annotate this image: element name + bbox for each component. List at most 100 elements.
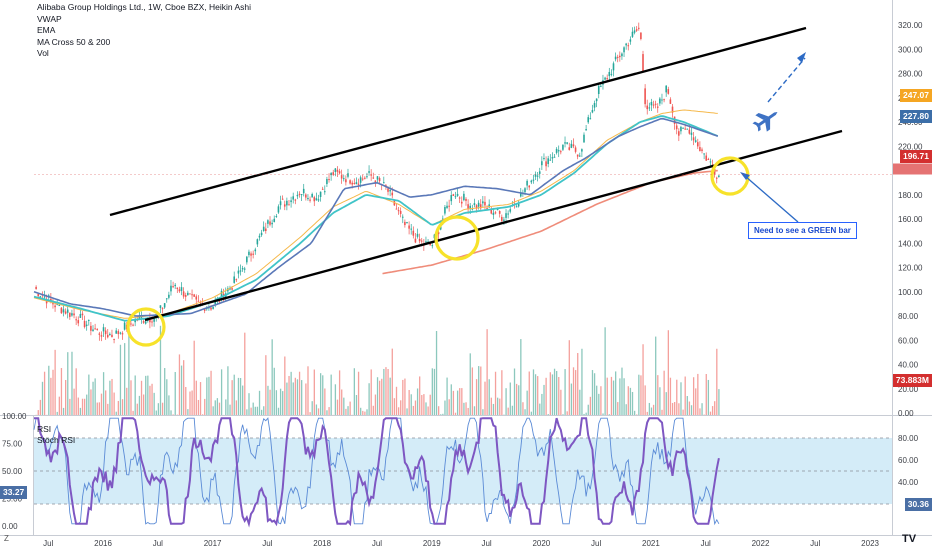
rsi-legend-rsi: RSI xyxy=(37,424,52,434)
candle-body xyxy=(448,205,450,207)
volume-bar xyxy=(214,400,216,415)
volume-bar xyxy=(199,382,202,415)
candle-body xyxy=(621,53,623,57)
candle-body xyxy=(184,295,187,297)
candle-body xyxy=(366,176,368,178)
volume-bar xyxy=(92,381,94,415)
volume-bar xyxy=(469,353,471,415)
candle-body xyxy=(593,103,596,108)
volume-bar xyxy=(532,369,535,415)
candle-body xyxy=(701,149,703,151)
candle-body xyxy=(345,179,347,183)
candle-body xyxy=(231,288,233,290)
volume-bar xyxy=(185,387,187,415)
candle-body xyxy=(172,286,174,288)
candle-body xyxy=(336,169,339,172)
price-tick-label: 180.00 xyxy=(898,191,923,200)
volume-bar xyxy=(446,377,448,415)
volume-bar xyxy=(534,374,537,415)
candle-body xyxy=(570,143,573,148)
candle-body xyxy=(163,303,166,308)
volume-bar xyxy=(170,410,172,415)
candle-body xyxy=(604,77,606,80)
candle-body xyxy=(258,235,261,238)
volume-bar xyxy=(183,360,185,415)
volume-bar xyxy=(187,409,189,415)
rsi-left-tick-label: 50.00 xyxy=(2,467,23,476)
volume-bar xyxy=(591,370,594,415)
rsi-right-tick-label: 60.00 xyxy=(898,456,919,465)
candle-body xyxy=(144,321,147,324)
volume-bar xyxy=(640,375,642,415)
price-tick-label: 40.00 xyxy=(898,361,919,370)
candle-body xyxy=(654,103,657,105)
volume-bar xyxy=(545,377,547,415)
candle-body xyxy=(696,142,699,147)
volume-bar xyxy=(440,414,442,415)
candle-body xyxy=(463,193,465,201)
candle-body xyxy=(180,287,183,291)
volume-bar xyxy=(62,407,65,415)
volume-bar xyxy=(429,394,431,415)
candle-body xyxy=(189,293,191,295)
time-tick-label: 2018 xyxy=(313,539,331,548)
volume-bar xyxy=(210,370,212,415)
candle-body xyxy=(372,177,375,179)
candle-body xyxy=(473,203,476,205)
volume-bar xyxy=(433,368,436,415)
candle-body xyxy=(496,208,499,211)
candle-body xyxy=(404,221,406,226)
candle-body xyxy=(541,161,543,166)
candle-body xyxy=(553,156,556,158)
candle-body xyxy=(96,328,99,330)
volume-bar xyxy=(315,404,318,415)
candle-body xyxy=(279,201,282,206)
candle-body xyxy=(115,330,117,334)
candle-body xyxy=(467,204,469,209)
volume-bar xyxy=(231,380,233,415)
volume-bar xyxy=(406,408,408,415)
volume-bar xyxy=(663,370,665,415)
candle-body xyxy=(121,333,124,335)
last-price-badge: 196.71 xyxy=(900,150,932,163)
annotation-need-green-bar[interactable]: Need to see a GREEN bar xyxy=(748,222,857,239)
volume-bar xyxy=(412,405,415,415)
candle-body xyxy=(640,32,642,40)
volume-bar xyxy=(520,339,522,415)
volume-bar xyxy=(86,394,88,415)
zoom-z-button[interactable]: Z xyxy=(4,534,9,543)
candle-body xyxy=(414,238,417,243)
candle-body xyxy=(718,175,720,177)
candle-body xyxy=(250,253,252,256)
volume-bar xyxy=(642,344,644,415)
channel-lower-line xyxy=(144,129,843,322)
vwap-price-badge: 227.80 xyxy=(900,110,932,123)
candle-body xyxy=(81,313,84,316)
channel-upper-line xyxy=(109,26,807,217)
candle-body xyxy=(519,192,522,197)
candle-body xyxy=(378,178,381,182)
candle-body xyxy=(265,228,267,231)
volume-bar xyxy=(509,382,511,415)
volume-bar xyxy=(364,411,366,415)
candle-body xyxy=(555,148,558,153)
volume-bar xyxy=(88,374,90,415)
candle-body xyxy=(79,314,82,318)
candle-body xyxy=(429,243,431,246)
time-tick-label: 2019 xyxy=(423,539,441,548)
candle-body xyxy=(566,142,568,144)
candle-body xyxy=(260,232,263,236)
volume-bar xyxy=(621,367,623,415)
volume-bar xyxy=(328,407,330,415)
candle-body xyxy=(210,307,212,310)
volume-bar xyxy=(319,373,322,415)
volume-bar xyxy=(208,376,210,415)
volume-bar xyxy=(558,377,560,415)
candle-body xyxy=(233,276,235,283)
volume-bar xyxy=(450,384,452,415)
volume-bar xyxy=(627,386,629,415)
legend-ema: EMA xyxy=(37,25,56,35)
candle-body xyxy=(281,198,284,200)
candle-body xyxy=(347,173,349,177)
